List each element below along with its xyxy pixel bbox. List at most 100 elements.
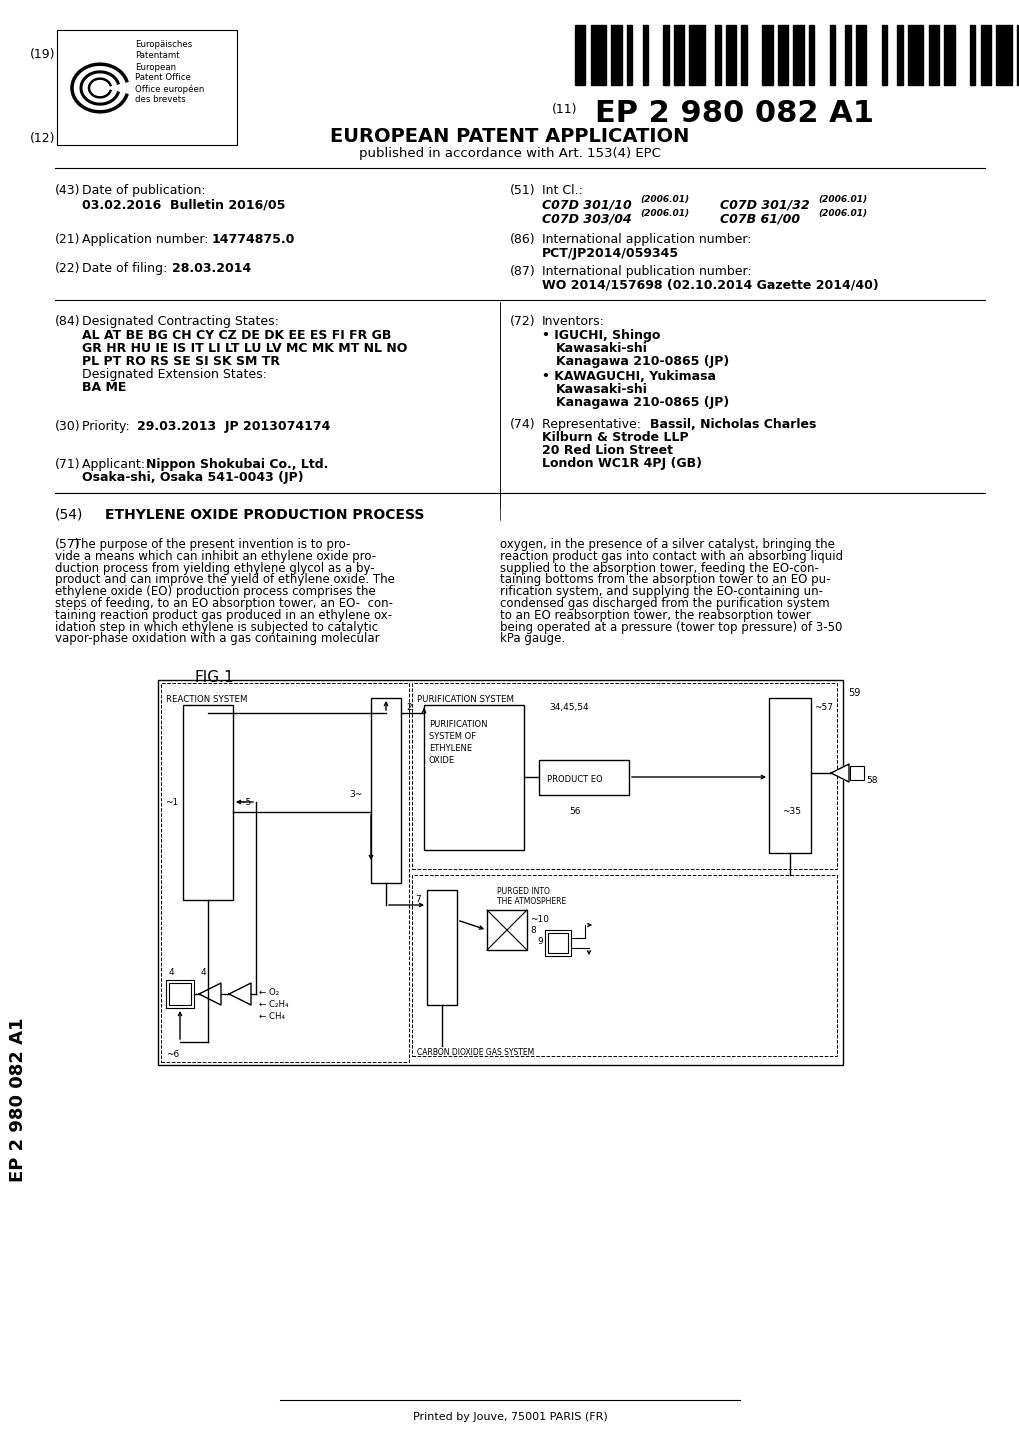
Text: ~5: ~5: [237, 797, 251, 808]
Text: SYSTEM OF: SYSTEM OF: [429, 733, 476, 741]
Text: Application number:: Application number:: [82, 234, 212, 247]
Text: EP 2 980 082 A1: EP 2 980 082 A1: [594, 99, 873, 128]
Text: (30): (30): [55, 420, 81, 433]
Text: (74): (74): [510, 418, 535, 431]
Text: 29.03.2013  JP 2013074174: 29.03.2013 JP 2013074174: [137, 420, 330, 433]
Text: to an EO reabsorption tower, the reabsorption tower: to an EO reabsorption tower, the reabsor…: [499, 609, 810, 622]
Text: 3~: 3~: [348, 790, 362, 799]
Text: EP 2 980 082 A1: EP 2 980 082 A1: [9, 1018, 26, 1182]
Text: steps of feeding, to an EO absorption tower, an EO-  con-: steps of feeding, to an EO absorption to…: [55, 597, 392, 610]
Bar: [726, 25, 736, 85]
Text: oxygen, in the presence of a silver catalyst, bringing the: oxygen, in the presence of a silver cata…: [499, 538, 835, 551]
Text: • IGUCHI, Shingo: • IGUCHI, Shingo: [541, 329, 659, 342]
Bar: [829, 25, 835, 85]
Text: C07D 301/32: C07D 301/32: [719, 198, 809, 211]
Bar: [714, 25, 719, 85]
Text: 9: 9: [536, 937, 542, 946]
Bar: [427, 890, 457, 1005]
Text: (51): (51): [510, 185, 535, 198]
Text: des brevets: des brevets: [135, 95, 185, 104]
Bar: [768, 698, 810, 854]
Text: (72): (72): [510, 314, 535, 327]
Text: 58: 58: [865, 776, 876, 784]
Text: 56: 56: [569, 808, 580, 816]
Bar: [996, 25, 1011, 85]
Text: (86): (86): [510, 234, 535, 247]
Text: ← O₂: ← O₂: [259, 988, 279, 996]
Bar: [412, 875, 837, 1056]
Text: 2: 2: [406, 704, 412, 712]
Polygon shape: [199, 983, 221, 1005]
Text: (2006.01): (2006.01): [817, 209, 866, 218]
Bar: [544, 930, 571, 956]
Text: vapor-phase oxidation with a gas containing molecular: vapor-phase oxidation with a gas contain…: [55, 633, 379, 646]
Text: kPa gauge.: kPa gauge.: [499, 633, 565, 646]
Bar: [182, 705, 232, 900]
Bar: [166, 981, 194, 1008]
Text: (2006.01): (2006.01): [639, 209, 689, 218]
Bar: [371, 698, 400, 883]
Bar: [575, 25, 585, 85]
Bar: [57, 30, 236, 146]
Text: (2006.01): (2006.01): [817, 195, 866, 203]
Bar: [944, 25, 954, 85]
Text: taining bottoms from the absorption tower to an EO pu-: taining bottoms from the absorption towe…: [499, 574, 829, 587]
Text: 59: 59: [847, 688, 860, 698]
Text: vide a means which can inhibit an ethylene oxide pro-: vide a means which can inhibit an ethyle…: [55, 549, 376, 562]
Text: REACTION SYSTEM: REACTION SYSTEM: [166, 695, 248, 704]
Text: ethylene oxide (EO) production process comprises the: ethylene oxide (EO) production process c…: [55, 585, 375, 598]
Text: Applicant:: Applicant:: [82, 459, 149, 472]
Text: 28.03.2014: 28.03.2014: [172, 262, 251, 275]
Text: ← C₂H₄: ← C₂H₄: [259, 999, 288, 1009]
Text: ~1: ~1: [165, 797, 178, 808]
Text: Patentamt: Patentamt: [135, 50, 179, 61]
Polygon shape: [229, 983, 251, 1005]
Text: Priority:: Priority:: [82, 420, 138, 433]
Bar: [1016, 25, 1019, 85]
Text: Osaka-shi, Osaka 541-0043 (JP): Osaka-shi, Osaka 541-0043 (JP): [82, 472, 304, 485]
Text: BA ME: BA ME: [82, 381, 126, 394]
Bar: [793, 25, 803, 85]
Text: GR HR HU IE IS IT LI LT LU LV MC MK MT NL NO: GR HR HU IE IS IT LI LT LU LV MC MK MT N…: [82, 342, 407, 355]
Bar: [627, 25, 632, 85]
Bar: [979, 25, 990, 85]
Text: (57): (57): [55, 538, 81, 551]
Text: Inventors:: Inventors:: [541, 314, 604, 327]
Bar: [642, 25, 647, 85]
Text: ~35: ~35: [782, 808, 800, 816]
Text: 14774875.0: 14774875.0: [212, 234, 296, 247]
Text: Printed by Jouve, 75001 PARIS (FR): Printed by Jouve, 75001 PARIS (FR): [413, 1412, 606, 1422]
Text: PURIFICATION SYSTEM: PURIFICATION SYSTEM: [417, 695, 514, 704]
Text: ← CH₄: ← CH₄: [259, 1012, 284, 1021]
Bar: [590, 25, 605, 85]
Text: Nippon Shokubai Co., Ltd.: Nippon Shokubai Co., Ltd.: [146, 459, 328, 472]
Text: ~57: ~57: [813, 704, 833, 712]
Text: supplied to the absorption tower, feeding the EO‐con-: supplied to the absorption tower, feedin…: [499, 561, 818, 574]
Text: Designated Extension States:: Designated Extension States:: [82, 368, 267, 381]
Text: (19): (19): [30, 48, 55, 61]
Bar: [538, 760, 629, 795]
Bar: [662, 25, 667, 85]
Text: European: European: [135, 63, 176, 72]
Bar: [777, 25, 788, 85]
Text: reaction product gas into contact with an absorbing liquid: reaction product gas into contact with a…: [499, 549, 843, 562]
Text: Kanagawa 210-0865 (JP): Kanagawa 210-0865 (JP): [555, 355, 729, 368]
Bar: [761, 25, 771, 85]
Text: • KAWAGUCHI, Yukimasa: • KAWAGUCHI, Yukimasa: [541, 371, 715, 384]
Text: idation step in which ethylene is subjected to catalytic: idation step in which ethylene is subjec…: [55, 620, 378, 633]
Bar: [158, 681, 842, 1066]
Text: Kawasaki-shi: Kawasaki-shi: [555, 384, 647, 397]
Text: Europäisches: Europäisches: [135, 40, 192, 49]
Bar: [169, 983, 191, 1005]
Text: (11): (11): [551, 102, 577, 115]
Text: FIG.1: FIG.1: [195, 671, 234, 685]
Text: (54): (54): [55, 508, 84, 522]
Text: (84): (84): [55, 314, 81, 327]
Bar: [547, 933, 568, 953]
Text: 4: 4: [169, 968, 174, 978]
Text: Kanagawa 210-0865 (JP): Kanagawa 210-0865 (JP): [555, 397, 729, 410]
Text: C07D 301/10: C07D 301/10: [541, 198, 631, 211]
Text: 34,45,54: 34,45,54: [548, 704, 588, 712]
Text: Date of filing:: Date of filing:: [82, 262, 171, 275]
Bar: [881, 25, 887, 85]
